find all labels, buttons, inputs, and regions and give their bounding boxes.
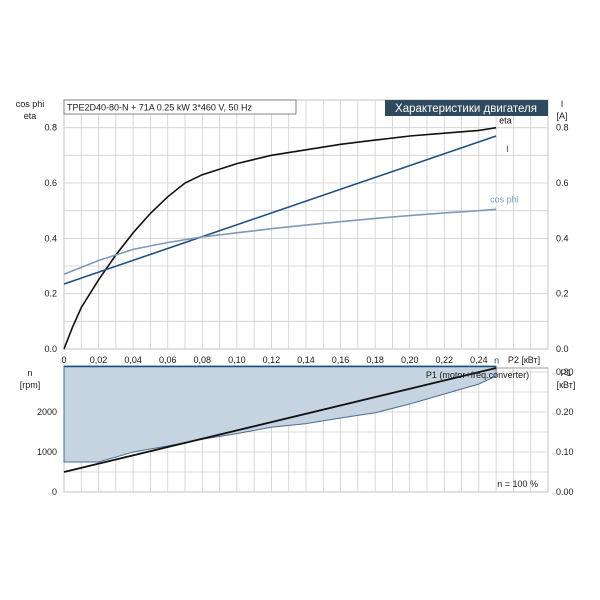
y-right-tick-label: 0.2 [556, 289, 569, 299]
lower-y-left-label-rpm: [rpm] [20, 380, 41, 390]
series-cos-phi-line [63, 208, 497, 276]
series-eta-line [63, 126, 497, 350]
y-left-tick-label: 0.0 [44, 344, 57, 354]
y-right-tick-label: 0.4 [556, 233, 569, 243]
series-n-label: n [494, 355, 499, 365]
chart-subtitle: TPE2D40-80-N + 71A 0.25 kW 3*460 V, 50 H… [67, 103, 253, 113]
x-tick-label: 0,18 [366, 355, 384, 365]
y-left-tick-label: 0.2 [44, 289, 57, 299]
series-eta-label: eta [499, 116, 512, 126]
series-p1-label: P1 (motor+freq.converter) [426, 370, 529, 380]
x-tick-label: 0,22 [436, 355, 454, 365]
lower-y-right-tick-label: 0.20 [556, 407, 574, 417]
series-cos-phi-label: cos phi [490, 194, 519, 204]
lower-y-right-label-p1: P1 [560, 368, 571, 378]
y-right-label-i: I [561, 99, 564, 109]
y-left-label-cosphi: cos phi [16, 99, 45, 109]
lower-y-right-tick-label: 0.30 [556, 367, 574, 377]
series-i-label: I [506, 144, 509, 154]
lower-series: n P1 (motor+freq.converter) [63, 355, 529, 473]
y-right-tick-label: 0.6 [556, 178, 569, 188]
x-tick-label: 0,10 [228, 355, 246, 365]
x-tick-label: 0,16 [332, 355, 350, 365]
y-left-tick-label: 0.8 [44, 123, 57, 133]
lower-y-left-label-n: n [27, 368, 32, 378]
x-tick-label: 0,08 [194, 355, 212, 365]
lower-y-right-label-kw: [кВт] [557, 380, 576, 390]
upper-grid: 0 0,02 0,04 0,06 0,08 0,10 0,12 0,14 0,16 0,18 0,2… [44, 99, 569, 365]
x-tick-label: 0 [61, 355, 66, 365]
x-tick-label: 0,12 [263, 355, 281, 365]
x-tick-label: 0,24 [470, 355, 488, 365]
chart-title: Характеристики двигателя [395, 103, 537, 115]
y-left-tick-label: 0.4 [44, 233, 57, 243]
y-right-label-a: [A] [556, 111, 567, 121]
lower-y-left-tick-label: 0 [52, 487, 57, 497]
series-p1-line [63, 367, 497, 473]
x-tick-label: 0,02 [90, 355, 108, 365]
series-i-line [63, 135, 497, 285]
title-box [385, 100, 548, 116]
lower-y-left-tick-label: 1000 [37, 447, 57, 457]
x-tick-label: 0,20 [401, 355, 419, 365]
x-tick-label: 0,04 [124, 355, 142, 365]
lower-y-right-tick-label: 0.10 [556, 447, 574, 457]
annotation-n-100: n = 100 % [497, 479, 538, 489]
operating-area-fill [63, 365, 497, 463]
lower-y-right-tick-label: 0.00 [556, 487, 574, 497]
lower-y-left-tick-label: 2000 [37, 407, 57, 417]
y-left-label-eta: eta [24, 111, 37, 121]
y-left-tick-label: 0.6 [44, 178, 57, 188]
subtitle-box [63, 99, 297, 115]
y-right-tick-label: 0.8 [556, 123, 569, 133]
y-right-tick-label: 0.0 [556, 344, 569, 354]
x-tick-label: 0,06 [159, 355, 177, 365]
x-tick-label: 0,14 [297, 355, 315, 365]
x-axis-label: P2 [кВт] [508, 355, 540, 365]
